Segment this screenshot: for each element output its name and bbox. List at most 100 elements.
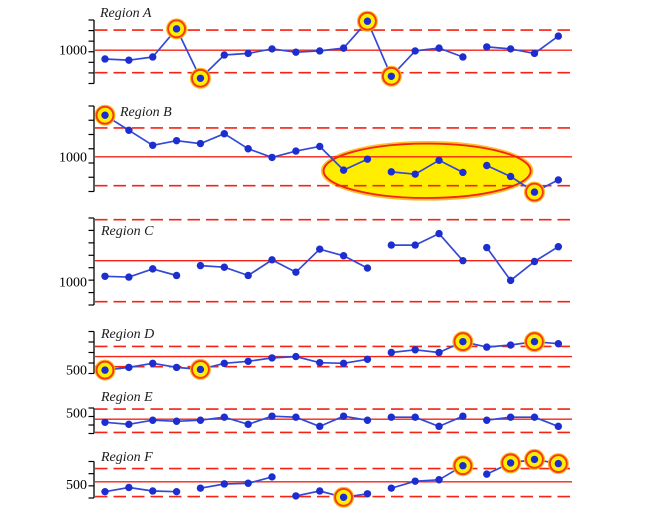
data-point [172,417,181,425]
data-point [149,53,157,61]
data-point [125,483,133,492]
data-point [411,170,419,178]
data-point [363,416,372,424]
data-point [220,359,228,368]
data-point [292,268,300,276]
data-point [435,229,443,238]
series-line [485,164,560,193]
data-point [125,126,133,134]
data-point [149,416,157,424]
data-point [363,490,372,498]
outlier-ring-glow [452,331,474,353]
data-point [268,45,276,53]
panel-region-b: 1000 Region B [59,104,572,203]
data-point [196,74,205,82]
data-point [363,264,372,272]
data-point [268,412,276,420]
y-axis-label: 1000 [59,44,87,59]
data-point [483,243,491,252]
region-label: Region D [100,327,154,342]
outlier-ring-glow [523,448,545,470]
outlier-ring-glow [523,331,545,353]
data-point [339,44,348,52]
data-point [554,32,563,40]
data-point [292,413,300,421]
outlier-ring-glow [523,181,545,203]
data-point [220,263,228,271]
data-point [101,487,109,496]
data-point [387,241,396,249]
series-line [485,245,560,282]
data-point [363,355,372,363]
data-point [530,49,539,58]
data-point [244,271,252,280]
data-point [292,352,300,361]
series-line [485,416,560,428]
outlier-ring-glow [189,358,211,380]
data-point [244,145,252,153]
data-point [411,346,419,354]
data-point [172,363,181,372]
data-point [339,412,348,420]
data-point [483,343,491,351]
data-point [316,47,324,55]
data-point [268,473,276,481]
panel-region-e: 500 Region E [66,390,572,435]
data-point [459,53,467,61]
outlier-ring-glow [356,10,378,32]
region-label: Region F [100,450,153,465]
data-point [244,357,252,366]
data-point [363,155,372,163]
data-point [101,418,109,426]
data-point [316,142,324,151]
data-point [483,470,491,478]
data-point [292,492,300,500]
panel-region-f: 500 Region F [66,448,572,508]
data-point [554,459,563,468]
data-point [459,168,467,177]
y-axis-label: 1000 [59,150,87,165]
y-axis-label: 1000 [59,276,87,291]
data-point [435,348,443,357]
data-point [554,422,563,431]
data-point [530,257,539,266]
series-line [199,476,273,490]
outlier-ring-glow [94,104,116,126]
series-line [390,464,464,490]
data-point [268,153,276,162]
data-point [244,479,252,487]
series-line [390,159,464,176]
region-label: Region C [100,224,154,239]
series-line [104,486,178,493]
outlier-ring-glow [94,359,116,381]
series-line [199,248,369,277]
data-point [220,413,228,421]
data-point [506,276,515,285]
series-line [485,35,560,55]
data-point [268,256,276,264]
data-point [459,412,467,420]
outlier-ring-glow [500,452,522,474]
series-line [104,114,369,171]
data-point [149,359,157,368]
data-point [101,272,109,280]
data-point [483,43,491,51]
data-point [506,341,515,349]
outlier-ring-glow [333,486,355,508]
data-point [196,416,205,424]
data-point [125,56,133,64]
data-point [435,156,443,165]
data-point [196,139,205,148]
region-label: Region B [119,105,172,120]
data-point [220,480,228,488]
data-point [459,462,467,470]
data-point [530,413,539,421]
data-point [172,25,181,33]
data-point [339,359,348,368]
data-point [316,358,324,367]
data-point [244,49,252,58]
data-point [244,420,252,429]
series-line [104,20,464,80]
